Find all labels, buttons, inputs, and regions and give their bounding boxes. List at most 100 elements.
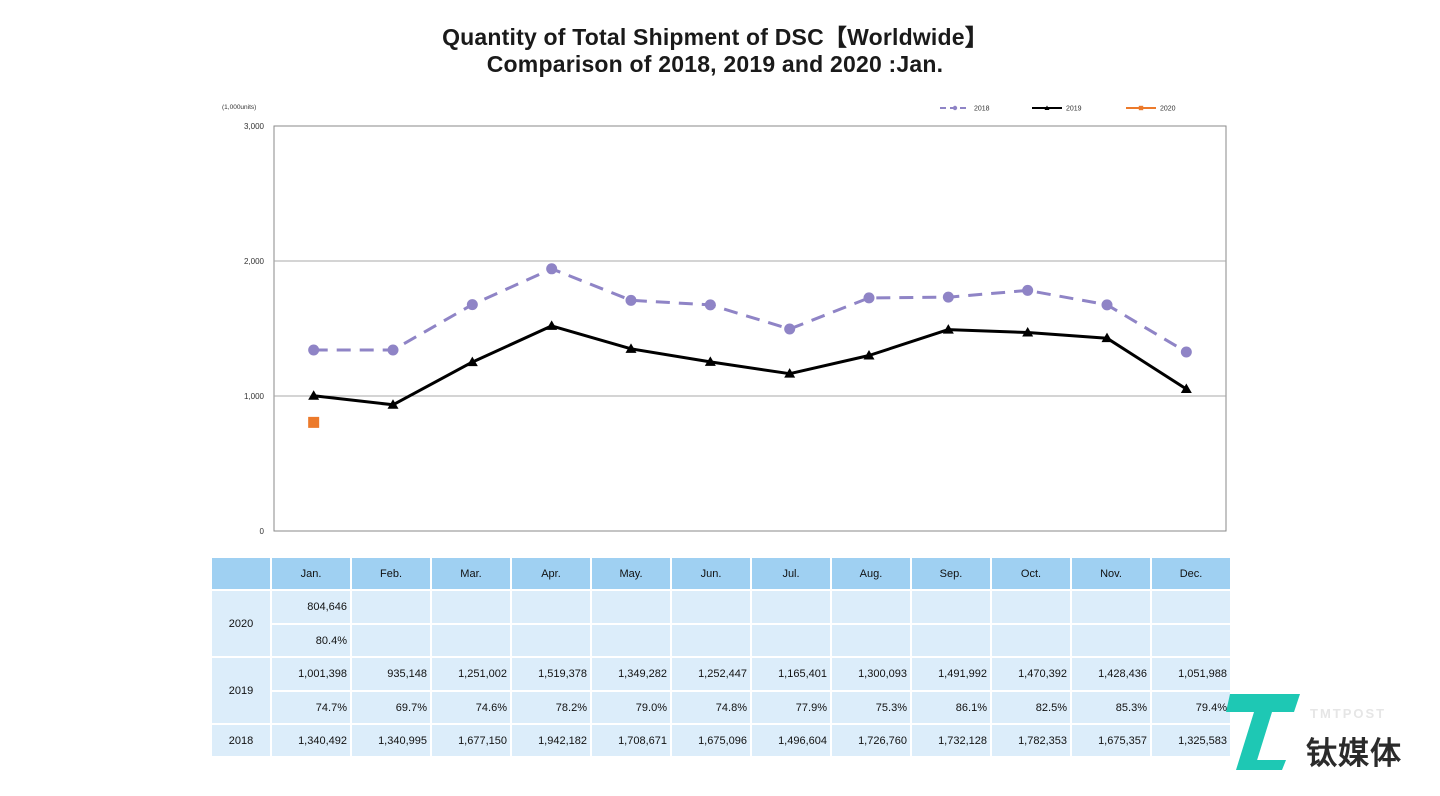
table-header-month: Sep. xyxy=(912,558,990,589)
watermark-brand-cn: 钛媒体 xyxy=(1306,736,1402,772)
table-cell xyxy=(512,625,590,656)
table-header-month: Mar. xyxy=(432,558,510,589)
table-cell: 1,428,436 xyxy=(1072,658,1150,690)
table-cell: 1,165,401 xyxy=(752,658,830,690)
table-cell xyxy=(352,591,430,623)
watermark-logo: TMTPOST 钛媒体 xyxy=(1226,690,1426,780)
table-cell xyxy=(752,625,830,656)
data-point-2018 xyxy=(308,344,320,356)
table-cell: 1,491,992 xyxy=(912,658,990,690)
table-cell: 79.4% xyxy=(1152,692,1230,723)
legend-marker-2018 xyxy=(952,105,958,111)
table-cell xyxy=(1152,591,1230,623)
data-point-2018 xyxy=(863,292,875,304)
table-cell: 1,051,988 xyxy=(1152,658,1230,690)
data-point-2019 xyxy=(466,356,478,367)
legend-label-2018: 2018 xyxy=(974,106,990,113)
table-cell: 1,496,604 xyxy=(752,725,830,756)
table-cell: 935,148 xyxy=(352,658,430,690)
table-cell: 74.6% xyxy=(432,692,510,723)
data-point-2019 xyxy=(387,399,399,409)
table-cell xyxy=(672,625,750,656)
data-point-2018 xyxy=(1022,284,1034,296)
table-cell xyxy=(1152,625,1230,656)
table-header-month: Jan. xyxy=(272,558,350,589)
chart-subtitle: Comparison of 2018, 2019 and 2020 :Jan. xyxy=(486,51,944,77)
data-point-2018 xyxy=(625,294,637,306)
table-cell: 1,300,093 xyxy=(832,658,910,690)
data-point-2020 xyxy=(308,416,320,428)
data-point-2019 xyxy=(1022,326,1034,337)
data-point-2019 xyxy=(704,356,716,366)
table-header-row: Jan. Feb. Mar. Apr. May. Jun. Jul. Aug. … xyxy=(212,558,1230,589)
table-cell: 1,340,492 xyxy=(272,725,350,756)
plot-area xyxy=(273,125,1227,532)
table-year-label: 2019 xyxy=(212,658,270,723)
table-year-label: 2018 xyxy=(212,725,270,756)
series-line-2018 xyxy=(313,267,1188,354)
table-cell: 1,708,671 xyxy=(592,725,670,756)
table-cell xyxy=(1072,591,1150,623)
table-cell: 1,251,002 xyxy=(432,658,510,690)
y-tick-label: 0 xyxy=(260,527,265,536)
table-cell xyxy=(352,625,430,656)
data-point-2019 xyxy=(546,320,558,330)
table-row-2019-values: 2019 1,001,398 935,148 1,251,002 1,519,3… xyxy=(212,658,1230,723)
table-header-month: Aug. xyxy=(832,558,910,589)
data-point-2018 xyxy=(942,291,954,303)
table-corner-cell xyxy=(212,558,270,589)
table-cell: 1,726,760 xyxy=(832,725,910,756)
table-header-month: Nov. xyxy=(1072,558,1150,589)
line-chart: 3,000 2,000 1,000 0 2018 2019 2020 (1,000unit… xyxy=(222,104,1227,536)
legend-marker-2019 xyxy=(1044,105,1050,110)
data-point-2019 xyxy=(942,324,954,334)
table-cell: 1,349,282 xyxy=(592,658,670,690)
data-point-2018 xyxy=(466,299,478,311)
table-cell: 1,675,357 xyxy=(1072,725,1150,756)
table-cell: 1,677,150 xyxy=(432,725,510,756)
table-row-2020-ratios: 80.4% xyxy=(212,625,1230,656)
table-cell xyxy=(992,591,1070,623)
table-cell xyxy=(432,591,510,623)
table-cell xyxy=(832,591,910,623)
data-point-2019 xyxy=(863,349,875,360)
table-header-month: Apr. xyxy=(512,558,590,589)
table-cell: 78.2% xyxy=(512,692,590,723)
table-cell: 69.7% xyxy=(352,692,430,723)
table-cell: 1,942,182 xyxy=(512,725,590,756)
table-cell xyxy=(592,625,670,656)
table-cell xyxy=(832,625,910,656)
table-header-month: Oct. xyxy=(992,558,1070,589)
table-header-month: Jun. xyxy=(672,558,750,589)
table-cell xyxy=(752,591,830,623)
table-cell xyxy=(1072,625,1150,656)
table-cell: 74.7% xyxy=(272,692,350,723)
table-header-month: Jul. xyxy=(752,558,830,589)
legend-marker-2020 xyxy=(1138,105,1144,111)
y-tick-label: 3,000 xyxy=(244,122,265,131)
tmtpost-t-icon xyxy=(1226,694,1300,770)
table-cell: 79.0% xyxy=(592,692,670,723)
data-point-2019 xyxy=(1101,332,1113,343)
table-cell: 1,001,398 xyxy=(272,658,350,690)
table-cell: 1,782,353 xyxy=(992,725,1070,756)
table-cell: 1,732,128 xyxy=(912,725,990,756)
data-point-2019 xyxy=(625,343,637,353)
series-line-2019 xyxy=(313,324,1188,407)
table-cell xyxy=(672,591,750,623)
data-point-2019 xyxy=(1180,383,1192,393)
table-cell: 1,340,995 xyxy=(352,725,430,756)
table-year-label: 2020 xyxy=(212,591,270,656)
table-cell: 1,675,096 xyxy=(672,725,750,756)
table-cell: 1,470,392 xyxy=(992,658,1070,690)
table-cell xyxy=(992,625,1070,656)
legend-label-2019: 2019 xyxy=(1066,106,1082,113)
data-point-2018 xyxy=(704,299,716,311)
table-cell: 1,325,583 xyxy=(1152,725,1230,756)
table-header-month: Dec. xyxy=(1152,558,1230,589)
table-cell: 804,646 xyxy=(272,591,350,623)
table-cell: 77.9% xyxy=(752,692,830,723)
data-point-2018 xyxy=(1180,346,1192,358)
table-row-2019-ratios: 74.7% 69.7% 74.6% 78.2% 79.0% 74.8% 77.9… xyxy=(212,692,1230,723)
table-header-month: Feb. xyxy=(352,558,430,589)
